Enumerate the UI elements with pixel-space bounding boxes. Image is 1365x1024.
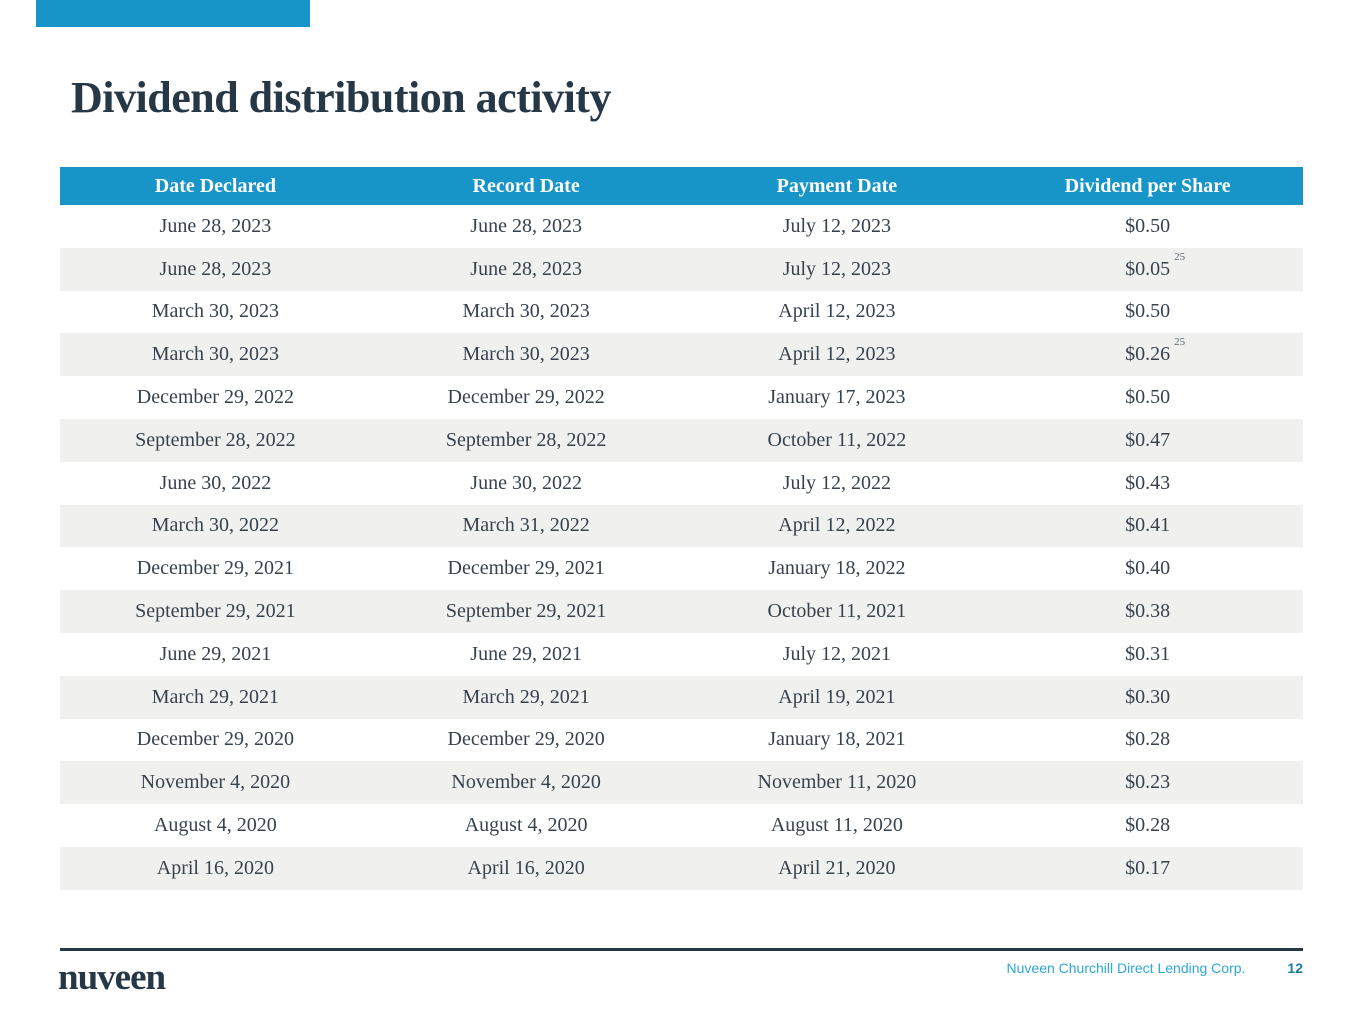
date-declared-cell: June 28, 2023 — [159, 257, 272, 280]
record-date-cell: November 4, 2020 — [451, 771, 601, 794]
payment-date-cell: August 11, 2020 — [770, 814, 903, 837]
record-date-cell: March 29, 2021 — [462, 685, 590, 708]
dividend-cell: $0.40 — [1125, 557, 1171, 580]
payment-date-cell: January 18, 2021 — [768, 728, 906, 751]
table-row: March 30, 2023 March 30, 2023 April 12, 20… — [60, 290, 1303, 334]
dividend-cell: $0.28 — [1125, 728, 1171, 751]
payment-date-cell: April 12, 2023 — [778, 343, 896, 366]
date-declared-cell: June 29, 2021 — [159, 642, 272, 665]
payment-date-cell: July 12, 2023 — [782, 257, 892, 280]
payment-date-cell: July 12, 2022 — [782, 471, 892, 494]
record-date-cell: June 28, 2023 — [470, 214, 582, 237]
payment-date-cell: April 21, 2020 — [778, 856, 896, 879]
dividend-cell: $0.50 — [1125, 386, 1171, 409]
date-declared-cell: November 4, 2020 — [140, 771, 291, 794]
dividend-cell: $0.50 — [1125, 214, 1171, 237]
column-header-dividend-per-share: Dividend per Share — [1064, 174, 1231, 197]
teal-accent-bar — [36, 0, 310, 27]
date-declared-cell: September 28, 2022 — [135, 428, 296, 451]
table-row: June 30, 2022 June 30, 2022 July 12, 2022 $… — [60, 461, 1303, 505]
table-row: June 28, 2023 June 28, 2023 July 12, 2023 $… — [60, 247, 1303, 291]
footer-divider — [60, 948, 1303, 951]
dividend-cell: $0.41 — [1125, 514, 1171, 537]
table-row: September 28, 2022 September 28, 2022 Octo… — [60, 418, 1303, 462]
nuveen-logo: nuveen — [58, 957, 166, 998]
record-date-cell: June 28, 2023 — [470, 257, 582, 280]
payment-date-cell: January 17, 2023 — [768, 386, 906, 409]
table-row: March 30, 2022 March 31, 2022 April 12, 20… — [60, 504, 1303, 548]
date-declared-cell: August 4, 2020 — [153, 814, 277, 837]
table-row: August 4, 2020 August 4, 2020 August 11, 2… — [60, 804, 1303, 847]
dividend-cell: $0.28 — [1125, 814, 1171, 837]
table-row: March 30, 2023 March 30, 2023 April 12, 20… — [60, 333, 1303, 377]
payment-date-cell: July 12, 2021 — [782, 642, 892, 665]
payment-date-cell: October 11, 2022 — [767, 428, 907, 451]
dividend-cell: $0.26 25 — [1125, 336, 1186, 366]
record-date-cell: August 4, 2020 — [464, 814, 588, 837]
dividend-cell: $0.38 — [1125, 600, 1171, 623]
footnote-marker: 25 — [1174, 250, 1186, 263]
dividend-cell: $0.31 — [1125, 642, 1171, 665]
date-declared-cell: June 30, 2022 — [159, 471, 272, 494]
footnote-marker: 25 — [1174, 336, 1186, 349]
record-date-cell: June 29, 2021 — [470, 642, 582, 665]
payment-date-cell: April 12, 2022 — [778, 514, 896, 537]
date-declared-cell: September 29, 2021 — [135, 600, 296, 623]
table-row: March 29, 2021 March 29, 2021 April 19, 20… — [60, 675, 1303, 719]
record-date-cell: September 29, 2021 — [445, 600, 607, 623]
record-date-cell: December 29, 2021 — [447, 557, 605, 580]
record-date-cell: December 29, 2020 — [447, 728, 605, 751]
table-row: December 29, 2021 December 29, 2021 Januar… — [60, 547, 1303, 591]
column-header-payment-date: Payment Date — [776, 174, 898, 197]
payment-date-cell: April 19, 2021 — [778, 685, 896, 708]
table-row: September 29, 2021 September 29, 2021 Octo… — [60, 590, 1303, 633]
table-row: June 28, 2023 June 28, 2023 July 12, 2023 $… — [60, 205, 1303, 248]
record-date-cell: April 16, 2020 — [467, 856, 585, 879]
column-header-record-date: Record Date — [472, 174, 580, 197]
date-declared-cell: December 29, 2021 — [136, 557, 294, 580]
footer-company-name: Nuveen Churchill Direct Lending Corp. — [1006, 960, 1246, 976]
table-row: December 29, 2022 December 29, 2022 Januar… — [60, 376, 1303, 419]
date-declared-cell: December 29, 2020 — [136, 728, 294, 751]
dividend-cell: $0.50 — [1125, 300, 1171, 323]
table-row: December 29, 2020 December 29, 2020 Januar… — [60, 718, 1303, 762]
record-date-cell: March 30, 2023 — [462, 343, 590, 366]
page-number: 12 — [1287, 960, 1303, 976]
dividend-cell: $0.05 25 — [1125, 250, 1186, 280]
payment-date-cell: October 11, 2021 — [767, 600, 907, 623]
table-row: November 4, 2020 November 4, 2020 November… — [60, 761, 1303, 805]
dividend-cell: $0.30 — [1125, 685, 1171, 708]
payment-date-cell: April 12, 2023 — [778, 300, 896, 323]
date-declared-cell: March 29, 2021 — [151, 685, 279, 708]
record-date-cell: September 28, 2022 — [445, 428, 607, 451]
page-title: Dividend distribution activity — [71, 73, 611, 122]
table-body: June 28, 2023 June 28, 2023 July 12, 2023 $… — [60, 205, 1303, 890]
date-declared-cell: December 29, 2022 — [136, 386, 294, 409]
table-row: June 29, 2021 June 29, 2021 July 12, 2021 $… — [60, 632, 1303, 676]
dividend-cell: $0.23 — [1125, 771, 1171, 794]
date-declared-cell: March 30, 2023 — [151, 343, 279, 366]
record-date-cell: December 29, 2022 — [447, 386, 605, 409]
record-date-cell: March 30, 2023 — [462, 300, 590, 323]
footer-right: Nuveen Churchill Direct Lending Corp. 12 — [60, 960, 1303, 976]
record-date-cell: March 31, 2022 — [462, 514, 590, 537]
payment-date-cell: January 18, 2022 — [768, 557, 906, 580]
payment-date-cell: July 12, 2023 — [782, 214, 892, 237]
table-row: April 16, 2020 April 16, 2020 April 21, 20… — [60, 846, 1303, 890]
column-header-date-declared: Date Declared — [154, 174, 276, 197]
dividend-table: Date Declared Record Date Payment Date D… — [60, 167, 1303, 890]
date-declared-cell: March 30, 2023 — [151, 300, 279, 323]
date-declared-cell: April 16, 2020 — [156, 856, 274, 879]
table-header-row: Date Declared Record Date Payment Date D… — [60, 167, 1303, 205]
date-declared-cell: March 30, 2022 — [151, 514, 279, 537]
dividend-cell: $0.47 — [1125, 428, 1171, 451]
dividend-cell: $0.17 — [1125, 856, 1171, 879]
date-declared-cell: June 28, 2023 — [159, 214, 272, 237]
dividend-cell: $0.43 — [1125, 471, 1171, 494]
record-date-cell: June 30, 2022 — [470, 471, 582, 494]
payment-date-cell: November 11, 2020 — [757, 771, 917, 794]
